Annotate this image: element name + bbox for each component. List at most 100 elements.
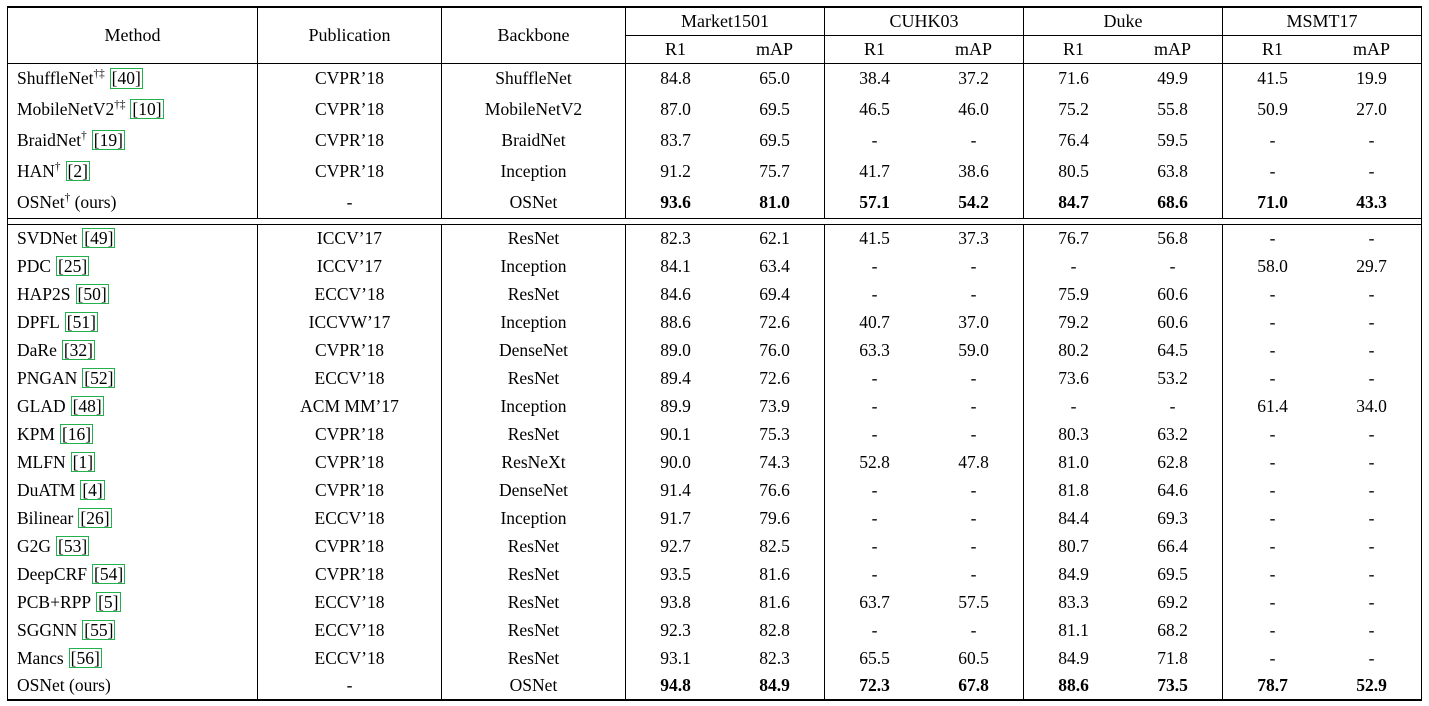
citation-link[interactable]: [25]: [56, 255, 90, 276]
citation-link[interactable]: [16]: [59, 423, 94, 444]
publication-cell: ICCV’17: [257, 224, 442, 252]
value-cell: 65.5: [824, 644, 924, 672]
value-cell: 34.0: [1356, 395, 1387, 416]
table-row: SGGNN [55] ECCV’18 ResNet 92.3 82.8- -81.1 68.2…: [8, 616, 1422, 644]
table-row: OSNet (ours) - OSNet 94.8 84.9 72.3 67.8 88.6 73…: [8, 672, 1422, 700]
double-rule: [7, 217, 1422, 225]
citation-link[interactable]: [49]: [82, 227, 116, 249]
table-row: KPM [16] CVPR’18 ResNet 90.1 75.3- -80.3 63.2- -: [8, 420, 1422, 448]
value-cell: -: [824, 364, 924, 392]
method-name: ShuffleNet: [17, 68, 94, 89]
method-name: OSNet: [17, 675, 65, 695]
value-cell: -: [1222, 560, 1322, 588]
group-separator: [7, 217, 1422, 225]
backbone-cell: ResNeXt: [441, 448, 626, 476]
method-superscript: †: [54, 161, 61, 174]
citation-link[interactable]: [51]: [64, 311, 98, 332]
value-cell: -: [824, 420, 924, 448]
value-cell: 73.6: [1023, 364, 1123, 392]
publication-cell: CVPR’18: [257, 420, 442, 448]
method-cell: Mancs [56]: [8, 644, 258, 672]
citation-link[interactable]: [56]: [68, 647, 102, 668]
citation-link[interactable]: [53]: [56, 535, 90, 556]
value-cell: -: [1169, 395, 1176, 416]
value-cell: 82.3: [625, 224, 725, 252]
value-cell: 63.2: [1157, 423, 1188, 444]
value-cell: 89.4: [625, 364, 725, 392]
table-row: DPFL [51] ICCVW’17 Inception 88.6 72.6 40.7 37.…: [8, 308, 1422, 336]
value-cell: 91.7: [625, 504, 725, 532]
publication-cell: ECCV’18: [257, 364, 442, 392]
method-superscript: †‡: [114, 99, 126, 112]
subcol-header-map: mAP: [924, 35, 1024, 64]
value-cell: 52.9: [1356, 675, 1387, 695]
publication-cell: ECCV’18: [257, 504, 442, 532]
method-cell: HAN† [2]: [8, 156, 258, 187]
citation-link[interactable]: [2]: [65, 161, 90, 182]
value-cell: 89.9: [625, 392, 725, 420]
publication-cell: ECCV’18: [257, 616, 442, 644]
value-cell: 72.6: [759, 367, 790, 388]
backbone-cell: OSNet: [441, 672, 626, 700]
citation-link[interactable]: [10]: [130, 99, 164, 120]
table-row: Mancs [56] ECCV’18 ResNet 93.1 82.3 65.5 60.5 84…: [8, 644, 1422, 672]
table-row: HAP2S [50] ECCV’18 ResNet 84.6 69.4- -75.9 60.6…: [8, 280, 1422, 308]
backbone-cell: ResNet: [441, 280, 626, 308]
value-cell: -: [1222, 224, 1322, 252]
value-cell: 49.9: [1157, 68, 1188, 89]
table-row: GLAD [48] ACM MM’17 Inception 89.9 73.9- - - -61…: [8, 392, 1422, 420]
method-cell: OSNet† (ours): [8, 187, 258, 218]
backbone-cell: ResNet: [441, 616, 626, 644]
value-cell: 76.6: [759, 479, 790, 500]
subcol-header-r1: R1: [1222, 35, 1322, 64]
header-row-top: Method Publication Backbone Market1501 C…: [7, 7, 1422, 64]
value-cell: 84.4: [1023, 504, 1123, 532]
citation-link[interactable]: [26]: [78, 507, 112, 528]
value-cell: 46.0: [958, 99, 989, 119]
citation-link[interactable]: [55]: [82, 619, 116, 640]
method-cell: GLAD [48]: [8, 392, 258, 420]
citation-link[interactable]: [54]: [92, 563, 126, 584]
method-superscript: †: [64, 191, 71, 204]
value-cell: -: [970, 507, 977, 528]
method-cell: KPM [16]: [8, 420, 258, 448]
citation-link[interactable]: [48]: [70, 395, 104, 416]
citation-link[interactable]: [40]: [109, 68, 143, 89]
value-cell: 79.6: [759, 507, 790, 528]
backbone-cell: DenseNet: [441, 476, 626, 504]
citation-link[interactable]: [5]: [96, 591, 121, 612]
value-cell: 75.3: [759, 423, 790, 444]
method-name: GLAD: [17, 395, 66, 416]
method-name: PDC: [17, 255, 52, 276]
value-cell: 93.8: [625, 588, 725, 616]
citation-link[interactable]: [4]: [80, 479, 105, 500]
value-cell: 41.7: [824, 156, 924, 187]
method-name: HAP2S: [17, 283, 71, 304]
publication-cell: CVPR’18: [257, 532, 442, 560]
value-cell: -: [1222, 504, 1322, 532]
citation-link[interactable]: [32]: [61, 339, 96, 360]
table-row: HAN† [2] CVPR’18 Inception 91.2 75.7 41.7 38.6 8…: [8, 156, 1422, 187]
subcol-header-r1: R1: [824, 35, 924, 64]
value-cell: 43.3: [1356, 191, 1387, 212]
citation-link[interactable]: [52]: [82, 367, 116, 388]
value-cell: 57.1: [824, 187, 924, 218]
value-cell: 63.4: [759, 255, 790, 276]
method-cell: PCB+RPP [5]: [8, 588, 258, 616]
subcol-header-r1: R1: [625, 35, 725, 64]
citation-link[interactable]: [19]: [91, 130, 125, 151]
method-name: DeepCRF: [17, 563, 87, 584]
table-group-standard: SVDNet [49] ICCV’17 ResNet 82.3 62.1 41.5 37.3 7…: [8, 224, 1422, 700]
method-name: BraidNet: [17, 130, 82, 150]
citation-link[interactable]: [50]: [75, 283, 109, 304]
value-cell: -: [1222, 125, 1322, 156]
value-cell: -: [1222, 280, 1322, 308]
citation-link[interactable]: [1]: [70, 451, 96, 472]
method-cell: SVDNet [49]: [8, 224, 258, 252]
publication-cell: ECCV’18: [257, 588, 442, 616]
value-cell: 41.5: [1222, 63, 1322, 94]
value-cell: 46.5: [824, 94, 924, 125]
value-cell: 73.9: [759, 395, 790, 416]
backbone-cell: ResNet: [441, 532, 626, 560]
table-group-lightweight: ShuffleNet†‡ [40] CVPR’18 ShuffleNet 84.8 65.…: [8, 63, 1422, 218]
